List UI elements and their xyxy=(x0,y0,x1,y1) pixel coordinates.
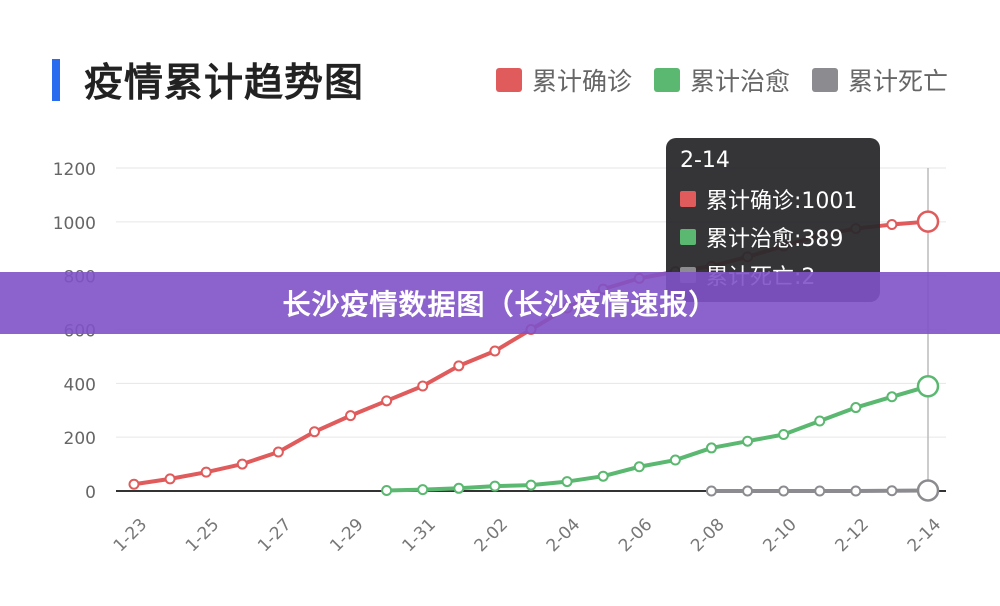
data-point-s0-1-26 xyxy=(236,458,248,470)
y-tick-label-400: 400 xyxy=(64,375,96,395)
data-point-s1-2-10 xyxy=(778,428,790,440)
chart-title: 疫情累计趋势图 xyxy=(84,61,365,106)
data-point-s2-2-11 xyxy=(814,485,826,497)
data-point-s0-1-31 xyxy=(417,380,429,392)
tooltip-row-recovered: 累计治愈:389 xyxy=(680,221,866,253)
x-tick-label-1-25: 1-25 xyxy=(182,515,223,556)
data-point-s0-1-23 xyxy=(128,478,140,490)
legend-swatch-recovered xyxy=(653,68,680,92)
title-accent-bar xyxy=(52,59,60,101)
x-tick-label-2-08: 2-08 xyxy=(687,515,728,556)
data-point-s2-2-10 xyxy=(778,485,790,497)
legend-label-recovered: 累计治愈 xyxy=(689,67,790,96)
data-point-s1-2-05 xyxy=(597,470,609,482)
data-point-s2-2-09 xyxy=(742,485,754,497)
legend-label-deaths: 累计死亡 xyxy=(847,67,948,96)
tooltip-swatch-confirmed xyxy=(680,191,696,207)
data-point-s1-2-09 xyxy=(742,435,754,447)
legend-swatch-confirmed xyxy=(495,68,522,92)
legend-swatch-deaths xyxy=(811,68,838,92)
series-line-1 xyxy=(386,384,929,493)
data-point-s1-2-04 xyxy=(561,476,573,488)
tooltip-swatch-recovered xyxy=(680,229,696,245)
y-tick-label-1200: 1200 xyxy=(53,160,96,180)
legend: 累计确诊 累计治愈 累计死亡 xyxy=(495,62,948,98)
x-tick-label-2-14: 2-14 xyxy=(904,515,945,556)
y-tick-label-1000: 1000 xyxy=(53,214,96,234)
legend-label-confirmed: 累计确诊 xyxy=(531,67,632,96)
data-point-s1-2-07 xyxy=(669,454,681,466)
y-tick-label-0: 0 xyxy=(85,483,96,503)
data-point-s1-2-11 xyxy=(814,415,826,427)
data-point-s0-1-27 xyxy=(272,446,284,458)
data-point-s1-1-31 xyxy=(417,484,429,496)
x-tick-label-1-29: 1-29 xyxy=(326,515,367,556)
data-point-s0-2-14 xyxy=(916,210,940,233)
data-point-s1-2-01 xyxy=(453,482,465,494)
data-point-s1-2-06 xyxy=(633,461,645,473)
data-point-s0-1-25 xyxy=(200,466,212,478)
y-tick-label-200: 200 xyxy=(64,429,96,449)
tooltip-row-confirmed: 累计确诊:1001 xyxy=(680,183,866,215)
caption-banner: 长沙疫情数据图（长沙疫情速报） xyxy=(0,272,1000,334)
x-tick-label-1-23: 1-23 xyxy=(110,515,151,556)
legend-item-confirmed[interactable]: 累计确诊 xyxy=(495,62,632,98)
x-tick-label-1-27: 1-27 xyxy=(254,515,295,556)
tooltip-title: 2-14 xyxy=(680,148,730,173)
data-point-s0-2-02 xyxy=(489,345,501,357)
data-point-s0-2-01 xyxy=(453,360,465,372)
x-tick-label-1-31: 1-31 xyxy=(398,515,439,556)
data-point-s0-1-28 xyxy=(308,426,320,438)
data-point-s2-2-13 xyxy=(886,485,898,497)
tooltip-value-confirmed: 累计确诊:1001 xyxy=(706,189,858,214)
x-tick-label-2-06: 2-06 xyxy=(615,515,656,556)
legend-item-recovered[interactable]: 累计治愈 xyxy=(653,62,790,98)
data-point-s0-1-29 xyxy=(345,410,357,422)
data-point-s1-2-12 xyxy=(850,402,862,414)
data-point-s0-2-13 xyxy=(886,219,898,231)
x-tick-label-2-02: 2-02 xyxy=(471,515,512,556)
legend-item-deaths[interactable]: 累计死亡 xyxy=(811,62,948,98)
data-point-s2-2-14 xyxy=(916,479,940,502)
x-tick-label-2-10: 2-10 xyxy=(759,515,800,556)
data-point-s0-1-30 xyxy=(381,395,393,407)
tooltip-value-recovered: 累计治愈:389 xyxy=(706,227,844,252)
x-tick-label-2-04: 2-04 xyxy=(543,515,584,556)
data-point-s2-2-12 xyxy=(850,485,862,497)
data-point-s1-2-03 xyxy=(525,479,537,491)
data-point-s2-2-08 xyxy=(705,485,717,497)
data-point-s1-2-13 xyxy=(886,391,898,403)
data-point-s1-2-08 xyxy=(705,442,717,454)
data-point-s1-1-30 xyxy=(381,484,393,496)
data-point-s1-2-14 xyxy=(916,375,940,398)
data-point-s1-2-02 xyxy=(489,480,501,492)
caption-banner-text: 长沙疫情数据图（长沙疫情速报） xyxy=(282,288,718,321)
x-tick-label-2-12: 2-12 xyxy=(832,515,873,556)
data-point-s0-1-24 xyxy=(164,473,176,485)
